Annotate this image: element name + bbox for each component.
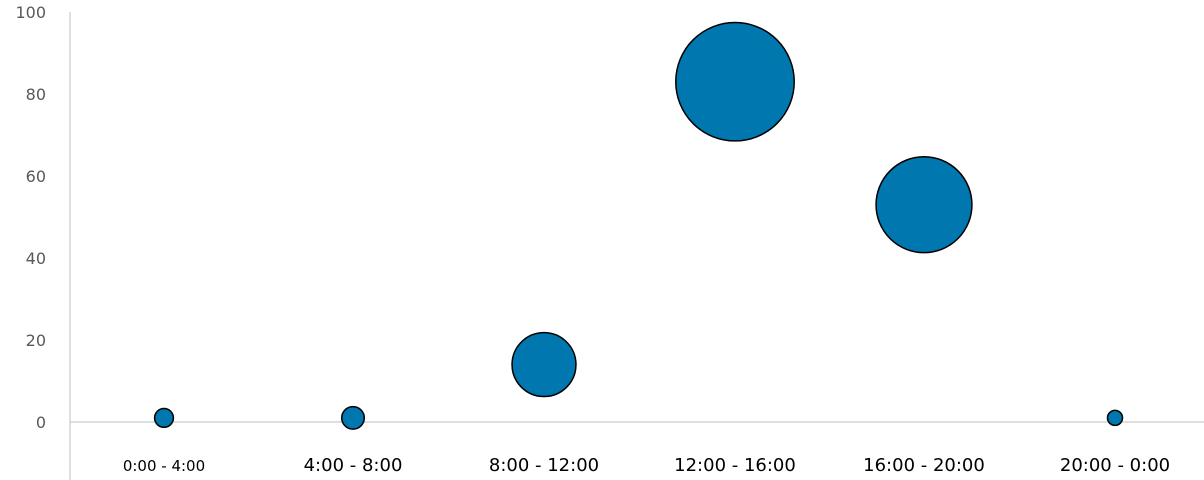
category-label: 4:00 - 8:00 [304,455,403,476]
bubble-point [153,407,175,429]
bubble-point [511,331,577,398]
category-labels: 0:00 - 4:00 4:00 - 8:00 8:00 - 12:00 12:00 … [123,455,1170,476]
category-label: 20:00 - 0:00 [1060,455,1170,476]
bubble-point [675,21,795,142]
y-tick-label: 100 [15,3,46,22]
y-tick-label: 80 [26,85,46,104]
category-label: 8:00 - 12:00 [489,455,599,476]
category-label: 0:00 - 4:00 [123,457,205,475]
y-tick-label: 60 [26,167,46,186]
category-label: 16:00 - 20:00 [863,455,985,476]
bubbles-layer [153,21,1124,430]
y-tick-labels: 0 20 40 60 80 100 [15,3,46,432]
y-tick-label: 0 [36,413,46,432]
y-tick-label: 20 [26,331,46,350]
bubble-point [1106,409,1124,427]
category-label: 12:00 - 16:00 [674,455,796,476]
bubble-point [875,156,973,254]
axes-layer [69,12,1204,480]
y-tick-label: 40 [26,249,46,268]
bubble-point [340,405,366,430]
